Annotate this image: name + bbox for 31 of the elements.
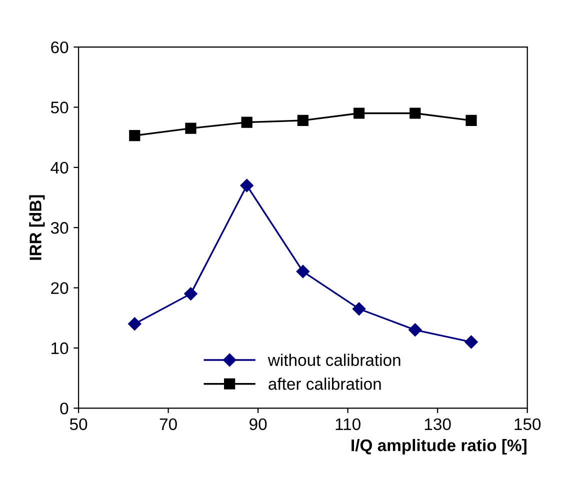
- point: [352, 302, 366, 316]
- x-tick-label: 90: [250, 418, 267, 430]
- point: [241, 116, 252, 128]
- point: [128, 317, 142, 330]
- point: [464, 335, 478, 349]
- x-tick-label: 130: [424, 418, 451, 430]
- x-tick-label: 50: [70, 418, 88, 430]
- y-tick-label: 40: [50, 162, 68, 174]
- point: [185, 122, 196, 134]
- x-axis-title: I/Q amplitude ratio [%]: [352, 438, 526, 455]
- legend-label: without calibration: [268, 354, 400, 366]
- y-tick-label: 10: [52, 342, 68, 354]
- point: [240, 178, 254, 192]
- point: [297, 114, 308, 126]
- point: [296, 264, 310, 278]
- y-tick-label: 0: [60, 402, 68, 414]
- y-tick-label: 20: [51, 282, 68, 294]
- point: [408, 323, 422, 337]
- point: [410, 108, 421, 119]
- x-tick-label: 70: [160, 418, 177, 430]
- legend-label: after calibration: [268, 378, 381, 390]
- y-axis-title: IRR [dB]: [29, 195, 45, 260]
- point: [129, 130, 140, 142]
- y-tick-label: 30: [50, 222, 68, 234]
- y-tick-label: 60: [51, 41, 68, 54]
- x-tick-label: 150: [514, 418, 541, 430]
- point: [466, 114, 477, 126]
- point: [184, 287, 198, 300]
- point: [353, 108, 365, 119]
- y-tick-label: 50: [50, 102, 68, 114]
- x-tick-label: 110: [336, 418, 360, 430]
